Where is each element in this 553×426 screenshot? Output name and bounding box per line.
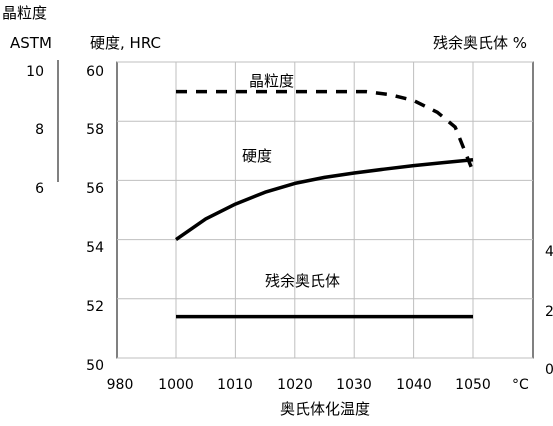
x-tick-1050: 1050 <box>455 377 491 393</box>
grain-axis-title-line2: ASTM <box>10 34 52 52</box>
hardness-tick-58: 58 <box>86 122 104 138</box>
retained-tick-2: 2 <box>545 304 553 320</box>
series-line-1 <box>174 157 474 242</box>
retained-tick-0: 0 <box>545 362 553 378</box>
x-tick-1030: 1030 <box>336 377 372 393</box>
series-label-grain: 晶粒度 <box>249 72 294 90</box>
x-tick-1010: 1010 <box>217 377 253 393</box>
plot-frame <box>116 61 534 359</box>
x-tick-980: 980 <box>107 377 134 393</box>
grain-tick-8: 8 <box>35 122 44 138</box>
x-axis-title: 奥氏体化温度 <box>280 400 370 418</box>
hardness-tick-54: 54 <box>86 240 104 256</box>
x-tick-1040: 1040 <box>396 377 432 393</box>
series-label-hardness: 硬度 <box>242 147 272 165</box>
hardness-tick-56: 56 <box>86 181 104 197</box>
grain-tick-10: 10 <box>26 64 44 80</box>
hardness-tick-52: 52 <box>86 299 104 315</box>
hardness-tick-50: 50 <box>86 358 104 374</box>
retained-axis-title: 残余奥氏体 % <box>433 34 527 52</box>
x-unit-label: °C <box>512 377 529 393</box>
x-tick-1020: 1020 <box>277 377 313 393</box>
grain-tick-6: 6 <box>35 181 44 197</box>
series-line-0 <box>176 89 475 173</box>
x-tick-1000: 1000 <box>158 377 194 393</box>
grain-axis-title-line1: 晶粒度 <box>2 4 47 22</box>
hardness-axis-title: 硬度, HRC <box>90 34 161 52</box>
hardness-tick-60: 60 <box>86 64 104 80</box>
series-label-retained: 残余奥氏体 <box>265 272 340 290</box>
grid <box>117 61 533 359</box>
retained-tick-4: 4 <box>545 244 553 260</box>
series-group <box>174 89 475 319</box>
